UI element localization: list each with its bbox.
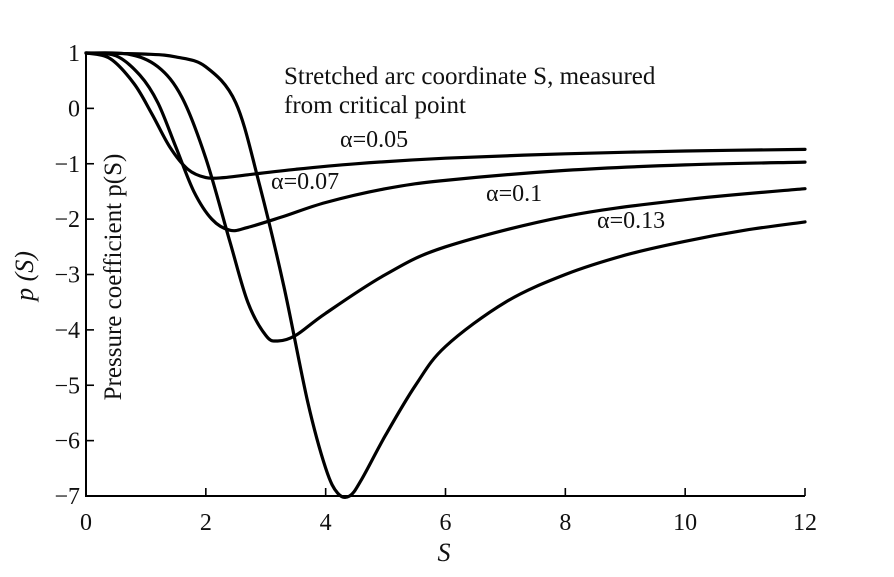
series-label-alpha-013: α=0.13 — [597, 208, 665, 234]
annotation-line-2: from critical point — [284, 92, 466, 119]
y-tick-label: 1 — [68, 41, 80, 67]
axis-frame — [85, 53, 805, 497]
y-axis-inner-title: Pressure coefficient p(S) — [100, 154, 127, 401]
x-axis-title: S — [438, 538, 451, 567]
series-label-alpha-01: α=0.1 — [486, 181, 542, 207]
curve-alpha-01 — [84, 51, 807, 343]
annotation-line-1: Stretched arc coordinate S, measured — [284, 63, 656, 90]
y-tick-label: 0 — [68, 96, 80, 122]
curve-alpha-013 — [84, 51, 807, 499]
x-tick-label: 2 — [200, 510, 212, 536]
y-tick-label: −6 — [54, 429, 80, 455]
y-tick-label: −5 — [54, 373, 80, 399]
series-label-alpha-005: α=0.05 — [340, 127, 408, 153]
y-tick-label: −3 — [54, 263, 80, 289]
x-tick-label: 10 — [673, 510, 697, 536]
x-tick-label: 4 — [320, 510, 332, 536]
curves — [84, 51, 807, 499]
x-tick-label: 8 — [559, 510, 571, 536]
y-axis-title: p (S) — [10, 251, 39, 303]
x-tick-label: 12 — [793, 510, 817, 536]
y-tick-label: −4 — [54, 318, 80, 344]
curve-alpha-005 — [84, 51, 807, 180]
x-tick-label: 6 — [440, 510, 452, 536]
y-tick-label: −1 — [54, 152, 80, 178]
axes — [85, 53, 805, 497]
x-tick-label: 0 — [80, 510, 92, 536]
y-tick-label: −2 — [54, 207, 80, 233]
y-tick-label: −7 — [54, 484, 80, 510]
curve-alpha-007 — [84, 51, 807, 233]
series-label-alpha-007: α=0.07 — [271, 169, 339, 195]
